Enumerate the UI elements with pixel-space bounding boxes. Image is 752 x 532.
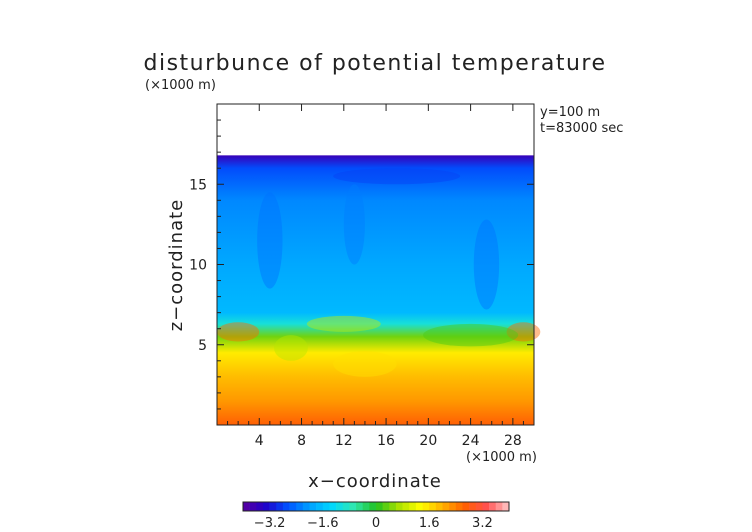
- y-tick-label: 10: [189, 258, 207, 274]
- colorbar-swatch: [296, 502, 304, 511]
- colorbar-swatch: [282, 502, 290, 511]
- colorbar-tick-label: 0: [372, 516, 380, 531]
- colorbar: [242, 501, 510, 512]
- x-axis-label: x−coordinate: [308, 471, 442, 492]
- x-tick-label: 24: [462, 433, 480, 449]
- y-tick-label: 15: [189, 177, 207, 193]
- colorbar-swatch: [409, 502, 417, 511]
- chart-title: disturbunce of potential temperature: [144, 51, 607, 76]
- field-structure-2: [274, 335, 308, 361]
- annotation-time: t=83000 sec: [540, 121, 623, 136]
- field-structure-7: [343, 184, 365, 265]
- colorbar-swatch: [415, 502, 423, 511]
- field-structure-8: [473, 219, 500, 310]
- y-axis-label: z−coordinate: [166, 199, 187, 332]
- colorbar-swatch: [449, 502, 457, 511]
- colorbar-swatch: [322, 502, 330, 511]
- x-tick-label: 8: [297, 433, 306, 449]
- field-structure-0: [217, 322, 260, 342]
- colorbar-swatch: [455, 502, 463, 511]
- colorbar-swatch: [482, 502, 490, 511]
- x-multiplier-label: (×1000 m): [466, 450, 537, 465]
- field-structure-1: [506, 322, 541, 342]
- colorbar-tick-labels: −3.2 −1.6 0 1.6 3.2: [254, 516, 493, 531]
- colorbar-swatch: [495, 502, 503, 511]
- colorbar-swatch: [369, 502, 377, 511]
- colorbar-swatch: [469, 502, 477, 511]
- colorbar-swatch: [249, 502, 257, 511]
- colorbar-swatch: [276, 502, 284, 511]
- x-tick-label: 20: [419, 433, 437, 449]
- colorbar-swatch: [289, 502, 297, 511]
- colorbar-swatch: [349, 502, 357, 511]
- colorbar-tick-label: 3.2: [472, 516, 493, 531]
- colorbar-swatch: [256, 502, 264, 511]
- colorbar-swatch: [382, 502, 390, 511]
- x-tick-label: 12: [335, 433, 353, 449]
- colorbar-frame: [242, 501, 510, 512]
- field-fill: [217, 155, 534, 426]
- colorbar-swatch: [429, 502, 437, 511]
- field-structure-3: [423, 323, 519, 347]
- colorbar-swatch: [395, 502, 403, 511]
- colorbar-swatch: [502, 502, 510, 511]
- colorbar-swatch: [462, 502, 470, 511]
- colorbar-swatch: [309, 502, 317, 511]
- colorbar-swatch: [329, 502, 337, 511]
- colorbar-swatch: [402, 502, 410, 511]
- colorbar-swatch: [262, 502, 270, 511]
- y-axis-ticks: 5 10 15: [189, 119, 534, 410]
- field-structures: [217, 168, 541, 377]
- colorbar-swatch: [435, 502, 443, 511]
- x-tick-label: 28: [504, 433, 522, 449]
- field-structure-5: [333, 351, 397, 377]
- field-structure-6: [257, 192, 283, 289]
- y-tick-label: 5: [198, 338, 207, 354]
- colorbar-tick-label: 1.6: [419, 516, 440, 531]
- colorbar-swatch: [356, 502, 363, 511]
- x-axis-ticks: 4 8 12 16 20 24 28: [227, 104, 524, 449]
- x-tick-label: 16: [377, 433, 395, 449]
- colorbar-swatch: [336, 502, 344, 511]
- colorbar-tick-label: −1.6: [307, 516, 339, 531]
- colorbar-tick-label: −3.2: [254, 516, 286, 531]
- colorbar-swatch: [489, 502, 496, 511]
- annotation-y: y=100 m: [540, 105, 600, 120]
- colorbar-swatch: [362, 502, 370, 511]
- z-multiplier-label: (×1000 m): [145, 78, 216, 93]
- colorbar-swatch: [269, 502, 277, 511]
- colorbar-swatch: [342, 502, 350, 511]
- colorbar-swatch: [475, 502, 483, 511]
- colorbar-swatch: [442, 502, 450, 511]
- heatmap-field: [217, 155, 534, 426]
- colorbar-swatch: [316, 502, 324, 511]
- field-structure-4: [306, 315, 381, 332]
- colorbar-swatch: [302, 502, 310, 511]
- colorbar-swatch: [376, 502, 383, 511]
- colorbar-swatch: [243, 502, 250, 511]
- colorbar-swatch: [389, 502, 397, 511]
- x-tick-label: 4: [255, 433, 264, 449]
- field-structure-9: [333, 168, 461, 185]
- colorbar-swatch: [422, 502, 430, 511]
